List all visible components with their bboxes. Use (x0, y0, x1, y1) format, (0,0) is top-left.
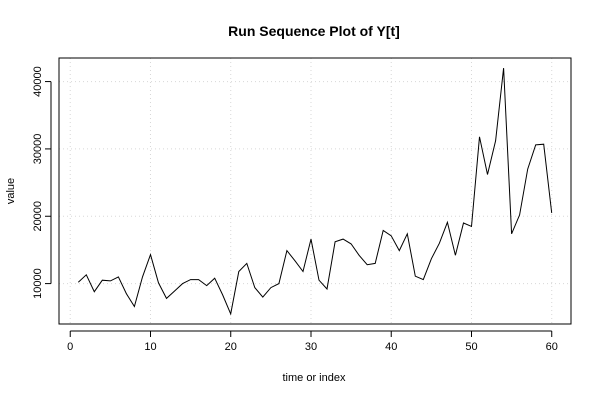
y-tick-label: 20000 (32, 201, 44, 232)
y-tick-label: 40000 (32, 66, 44, 97)
x-tick-label: 10 (144, 341, 156, 353)
x-tick-label: 0 (67, 341, 73, 353)
x-tick-label: 60 (546, 341, 558, 353)
x-axis-label: time or index (283, 372, 346, 384)
y-tick-label: 10000 (32, 268, 44, 299)
series-line (77, 68, 553, 316)
axes-layer: 0 10 20 30 40 50 60 10000 20000 30000 40000 (32, 66, 558, 353)
y-tick-label: 30000 (32, 134, 44, 165)
y-axis-label: value (5, 178, 17, 204)
x-tick-label: 50 (465, 341, 477, 353)
chart-title: Run Sequence Plot of Y[t] (228, 23, 400, 39)
plot-frame (58, 57, 572, 325)
grid-layer (59, 58, 571, 324)
x-tick-label: 20 (225, 341, 237, 353)
x-tick-label: 30 (305, 341, 317, 353)
x-tick-label: 40 (385, 341, 397, 353)
